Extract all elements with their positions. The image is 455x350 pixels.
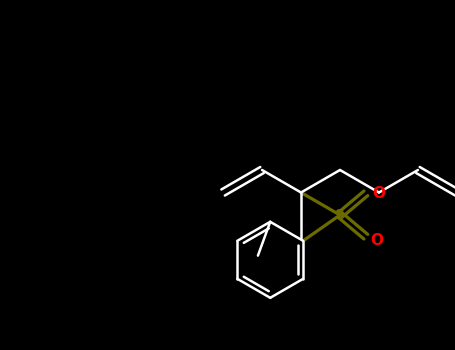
Text: S: S xyxy=(335,208,345,222)
Text: O: O xyxy=(370,233,383,248)
Text: O: O xyxy=(372,186,385,201)
